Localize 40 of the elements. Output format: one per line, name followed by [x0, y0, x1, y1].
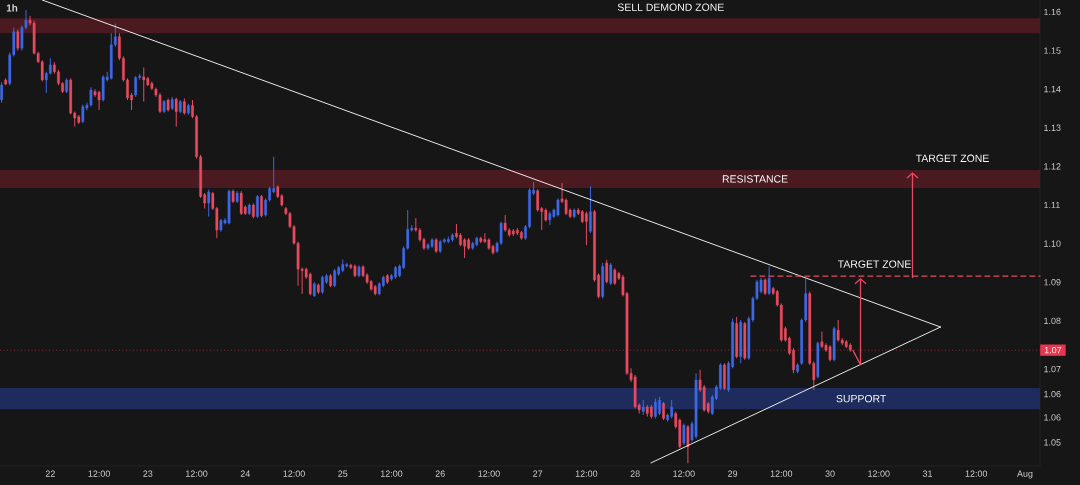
- y-tick-label: 1.07: [1044, 365, 1061, 373]
- x-tick-label: 29: [728, 470, 738, 477]
- y-tick-label: 1.11: [1044, 201, 1060, 209]
- band-label: SELL DEMOND ZONE: [617, 3, 724, 11]
- y-tick-label: 1.15: [1044, 47, 1061, 54]
- y-tick-label: 1.16: [1044, 8, 1061, 16]
- annotation: TARGET ZONE: [915, 154, 989, 162]
- x-tick-label: 24: [240, 470, 250, 477]
- x-tick-label: 30: [825, 470, 835, 477]
- y-tick-label: 1.12: [1044, 163, 1061, 170]
- band-label: SUPPORT: [836, 394, 887, 403]
- x-tick-label: 12:00: [88, 470, 110, 477]
- x-tick-label: 12:00: [868, 470, 890, 477]
- x-tick-label: 12:00: [575, 470, 598, 477]
- x-tick-label: 12:00: [186, 470, 208, 477]
- y-tick-label: 1.13: [1044, 124, 1061, 131]
- x-tick-label: 12:00: [283, 470, 305, 477]
- y-tick-label: 1.06: [1044, 414, 1061, 421]
- y-tick-label: 1.09: [1044, 279, 1061, 286]
- x-tick-label: 28: [630, 470, 640, 477]
- x-tick-label: 12:00: [673, 470, 695, 477]
- chart-title: 1h: [6, 4, 18, 12]
- x-tick-label: 31: [922, 470, 933, 477]
- x-tick-label: 12:00: [770, 470, 793, 477]
- x-tick-label: Aug: [1017, 470, 1033, 479]
- x-tick-label: 12:00: [380, 470, 403, 477]
- y-tick-label: 1.14: [1044, 86, 1061, 93]
- x-tick-label: 25: [338, 470, 348, 477]
- x-tick-label: 12:00: [965, 470, 988, 477]
- x-tick-label: 26: [435, 470, 445, 477]
- band-label: RESISTANCE: [722, 175, 788, 183]
- x-tick-label: 23: [143, 470, 153, 477]
- y-tick-label: 1.05: [1044, 439, 1061, 446]
- annotation: TARGET ZONE: [837, 260, 911, 268]
- x-tick-label: 22: [45, 470, 55, 477]
- x-tick-label: 12:00: [478, 470, 500, 477]
- x-tick-label: 27: [533, 470, 543, 477]
- y-tick-label: 1.10: [1044, 240, 1061, 247]
- y-tick-label: 1.06: [1044, 391, 1061, 398]
- y-tick-label: 1.08: [1044, 317, 1061, 325]
